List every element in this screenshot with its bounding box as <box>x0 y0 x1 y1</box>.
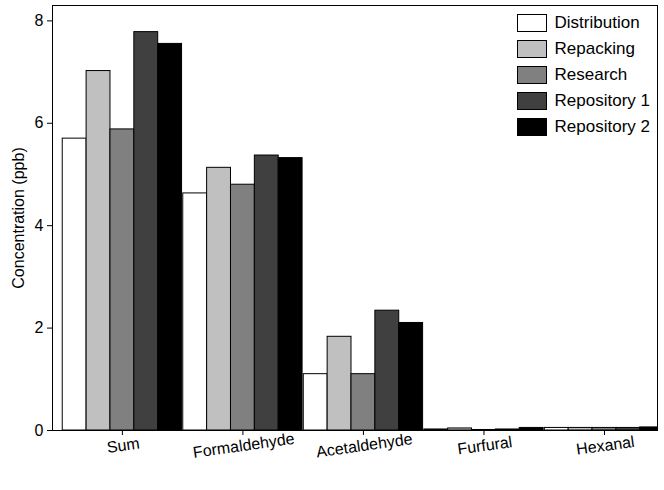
html-text:Repository 2: Repository 2 <box>554 117 650 136</box>
html-text:Repacking: Repacking <box>554 39 635 58</box>
html-text:Research: Research <box>554 65 628 84</box>
svg-text:4: 4 <box>35 217 44 234</box>
svg-text:8: 8 <box>35 12 44 29</box>
html-text:Repository 1: Repository 1 <box>554 91 650 110</box>
svg-text:Sum: Sum <box>106 435 141 456</box>
svg-text:Concentration (ppb): Concentration (ppb) <box>10 147 27 288</box>
svg-text:6: 6 <box>35 114 44 131</box>
svg-text:Furfural: Furfural <box>456 433 513 458</box>
svg-text:Acetaldehyde: Acetaldehyde <box>315 430 413 460</box>
html-text:Distribution: Distribution <box>554 13 640 32</box>
svg-text:0: 0 <box>35 422 44 439</box>
svg-text:Formaldehyde: Formaldehyde <box>192 430 296 461</box>
svg-text:2: 2 <box>35 319 44 336</box>
svg-text:Hexanal: Hexanal <box>575 433 635 458</box>
